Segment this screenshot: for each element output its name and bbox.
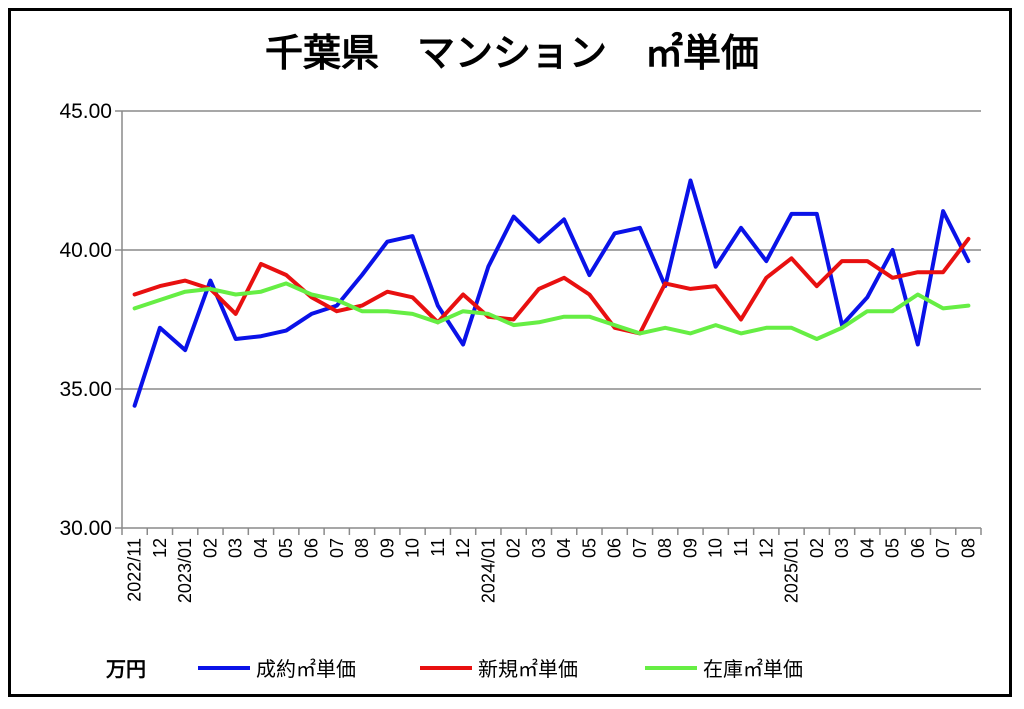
- x-tick-label: 02: [504, 538, 524, 558]
- x-tick-label: 09: [680, 538, 700, 558]
- chart-frame: [8, 8, 1012, 697]
- y-tick-label: 40.00: [59, 239, 112, 262]
- x-tick-label: 03: [529, 538, 549, 558]
- series-line-2: [132, 236, 971, 336]
- legend-label: 新規㎡単価: [478, 657, 578, 681]
- x-tick-label: 08: [352, 538, 372, 558]
- gridlines: [122, 110, 981, 390]
- x-tick-label: 05: [579, 538, 599, 558]
- x-tick-label: 10: [706, 538, 726, 558]
- x-tick-label: 06: [908, 538, 928, 558]
- y-tick-label: 35.00: [59, 378, 112, 401]
- x-tick-label: 07: [327, 538, 347, 558]
- x-tick-label: 2022/11: [125, 538, 145, 602]
- x-tick-label: 04: [251, 538, 271, 558]
- x-tick-label: 02: [807, 538, 827, 558]
- y-tick-label: 30.00: [59, 517, 112, 540]
- x-tick-label: 12: [453, 538, 473, 558]
- x-tick-label: 11: [731, 538, 751, 557]
- x-tick-label: 2024/01: [478, 538, 498, 603]
- x-tick-label: 04: [857, 538, 877, 558]
- x-tick-label: 08: [958, 538, 978, 558]
- x-tick-label: 06: [301, 538, 321, 558]
- chart-title: 千葉県 マンション ㎡単価: [265, 31, 759, 75]
- x-tick-label: 05: [883, 538, 903, 558]
- x-tick-label: 07: [933, 538, 953, 558]
- y-tick-label: 45.00: [59, 100, 112, 123]
- legend: 万円 成約㎡単価 新規㎡単価 在庫㎡単価: [105, 657, 803, 681]
- x-tick-label: 07: [630, 538, 650, 558]
- x-tick-label: 09: [377, 538, 397, 558]
- x-tick-label: 12: [756, 538, 776, 558]
- x-tick-label: 11: [428, 538, 448, 557]
- x-tick-label: 04: [554, 538, 574, 558]
- x-axis-ticks: 2022/11 12 2023/01 02 03 04 05 06 07 08 09 10 11 12 20…: [121, 528, 982, 603]
- series-line-3: [132, 281, 971, 341]
- x-tick-label: 08: [655, 538, 675, 558]
- x-tick-label: 03: [832, 538, 852, 558]
- x-tick-label: 06: [605, 538, 625, 558]
- x-tick-label: 2023/01: [175, 538, 195, 603]
- series-line-1: [132, 178, 971, 408]
- x-tick-label: 12: [150, 538, 170, 558]
- x-tick-label: 2025/01: [782, 538, 802, 603]
- unit-label: 万円: [105, 657, 146, 681]
- series-lines: [132, 178, 971, 408]
- x-tick-label: 02: [200, 538, 220, 558]
- x-tick-label: 03: [226, 538, 246, 558]
- legend-label: 成約㎡単価: [256, 657, 356, 681]
- x-tick-label: 10: [403, 538, 423, 558]
- legend-label: 在庫㎡単価: [703, 657, 803, 681]
- x-tick-label: 05: [276, 538, 296, 558]
- y-axis-ticks: 30.00 35.00 40.00 45.00: [59, 100, 122, 540]
